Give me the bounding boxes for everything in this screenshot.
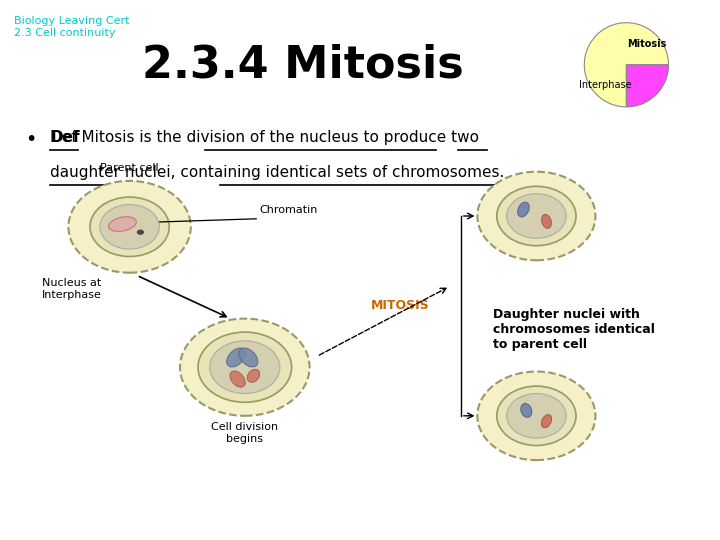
Circle shape bbox=[198, 332, 292, 402]
Text: 2.3.4 Mitosis: 2.3.4 Mitosis bbox=[142, 43, 463, 86]
Circle shape bbox=[137, 230, 144, 235]
Circle shape bbox=[497, 386, 576, 445]
Text: Interphase: Interphase bbox=[580, 80, 632, 90]
Ellipse shape bbox=[518, 202, 529, 217]
Text: Chromatin: Chromatin bbox=[259, 205, 318, 215]
Ellipse shape bbox=[247, 369, 260, 382]
Circle shape bbox=[477, 172, 595, 260]
Circle shape bbox=[497, 186, 576, 246]
Text: Def Mitosis is the division of the nucleus to produce two: Def Mitosis is the division of the nucle… bbox=[50, 130, 480, 145]
Ellipse shape bbox=[109, 217, 136, 232]
Circle shape bbox=[210, 341, 280, 394]
Text: Mitosis: Mitosis bbox=[627, 39, 667, 49]
Ellipse shape bbox=[521, 403, 532, 417]
Text: Def: Def bbox=[50, 130, 80, 145]
Ellipse shape bbox=[541, 415, 552, 428]
Text: MITOSIS: MITOSIS bbox=[371, 299, 429, 312]
Text: •: • bbox=[25, 130, 37, 148]
Circle shape bbox=[90, 197, 169, 256]
Text: Cell division
begins: Cell division begins bbox=[211, 422, 279, 444]
Ellipse shape bbox=[541, 214, 552, 228]
Ellipse shape bbox=[230, 371, 246, 387]
Text: Daughter nuclei with
chromosomes identical
to parent cell: Daughter nuclei with chromosomes identic… bbox=[493, 308, 655, 351]
Circle shape bbox=[507, 194, 566, 238]
Wedge shape bbox=[626, 65, 668, 107]
Ellipse shape bbox=[227, 348, 246, 367]
Circle shape bbox=[68, 181, 191, 273]
Text: daughter nuclei, containing identical sets of chromosomes.: daughter nuclei, containing identical se… bbox=[50, 165, 505, 180]
Text: Parent cell: Parent cell bbox=[100, 163, 159, 173]
Circle shape bbox=[477, 372, 595, 460]
Text: Biology Leaving Cert
2.3 Cell continuity: Biology Leaving Cert 2.3 Cell continuity bbox=[14, 16, 130, 38]
Ellipse shape bbox=[239, 348, 258, 367]
Circle shape bbox=[100, 205, 159, 249]
Wedge shape bbox=[585, 23, 668, 107]
Circle shape bbox=[180, 319, 310, 416]
Text: Nucleus at
Interphase: Nucleus at Interphase bbox=[42, 278, 102, 300]
Circle shape bbox=[507, 394, 566, 438]
